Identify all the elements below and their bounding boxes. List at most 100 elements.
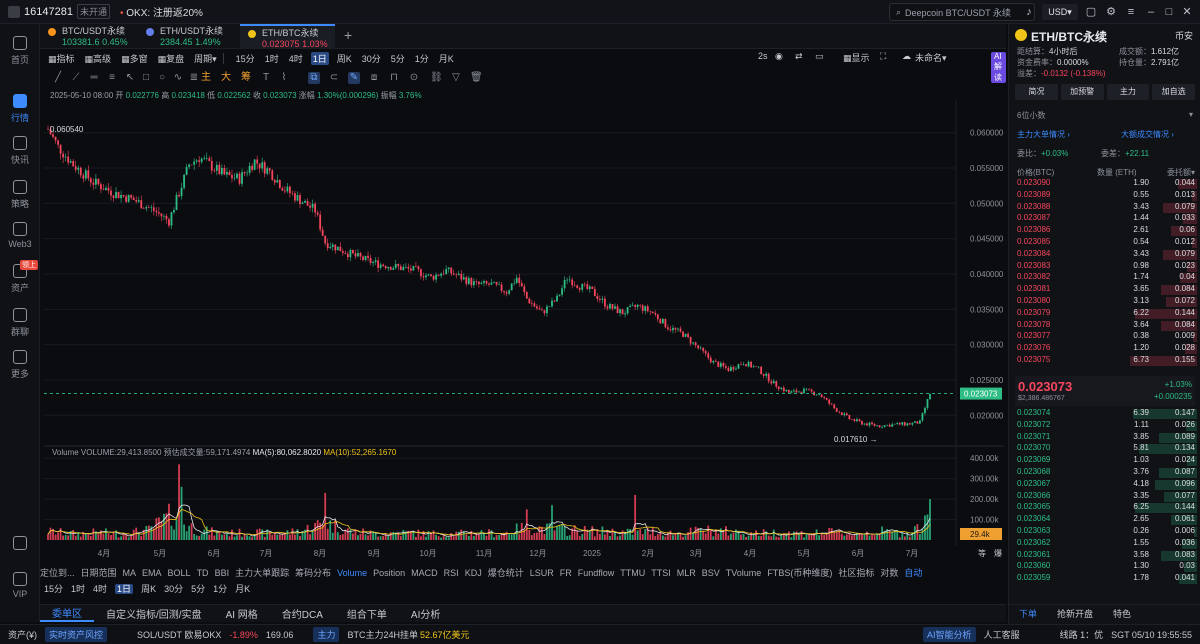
nav-item-5[interactable]: 资产 领上	[0, 260, 40, 294]
add-alert-button[interactable]: 加预警	[1060, 84, 1104, 100]
indicator-item-12[interactable]: RSI	[443, 568, 459, 578]
ruler-tool-icon[interactable]: ⧈	[370, 72, 378, 83]
indicator-item-14[interactable]: 爆仓统计	[487, 568, 524, 578]
risk-button[interactable]: 实时资产风控	[45, 627, 108, 642]
indicator-item-0[interactable]: 定位到...	[40, 568, 75, 578]
account-area[interactable]: 16147281 未开通	[0, 4, 110, 19]
eye-tool-icon[interactable]: ⊙	[409, 72, 419, 83]
indicator-button[interactable]: ▦指标	[46, 52, 77, 65]
orderbook-row[interactable]: 0.023066 3.35 0.077	[1017, 491, 1197, 503]
orderbook-row[interactable]: 0.023084 3.43 0.079	[1017, 249, 1197, 261]
ellipse-tool-icon[interactable]: ○	[158, 72, 166, 83]
search-input[interactable]: ⌕ Deepcoin BTC/USDT 永续	[889, 3, 1035, 21]
camera-icon[interactable]: ◉	[775, 51, 783, 61]
axis-equal-button[interactable]: 等	[978, 548, 986, 558]
orderbook-row[interactable]: 0.023065 6.25 0.144	[1017, 502, 1197, 514]
bottom-interval-8[interactable]: 月K	[235, 584, 251, 594]
orderbook-row[interactable]: 0.023062 1.55 0.036	[1017, 538, 1197, 550]
orderbook-row[interactable]: 0.023080 3.13 0.072	[1017, 296, 1197, 308]
orderbook-row[interactable]: 0.023083 0.98 0.023	[1017, 261, 1197, 273]
indicator-item-17[interactable]: Fundflow	[577, 568, 615, 578]
indicator-item-2[interactable]: MA	[122, 568, 137, 578]
interval-30m[interactable]: 30分	[361, 53, 381, 64]
window-icon[interactable]: ▭	[815, 51, 824, 61]
nav-item-2[interactable]: 快讯	[0, 136, 40, 166]
chip-tool-icon[interactable]: 筹	[241, 72, 251, 83]
arrow-tool-icon[interactable]: ↖	[125, 72, 135, 83]
orderbook-row[interactable]: 0.023088 3.43 0.079	[1017, 202, 1197, 214]
price-chart[interactable]: 0.060000 0.055000 0.050000 0.045000 0.040000…	[44, 100, 1004, 564]
interval-month[interactable]: 月K	[438, 53, 454, 64]
decimals-select[interactable]: 6位小数 ▾	[1017, 110, 1193, 120]
avatar[interactable]	[8, 5, 20, 18]
ray-tool-icon[interactable]: ⟋	[72, 72, 80, 83]
orderbook-row[interactable]: 0.023059 1.78 0.041	[1017, 573, 1197, 585]
bottom-interval-6[interactable]: 5分	[191, 584, 206, 594]
bell-icon[interactable]: ♪	[1026, 6, 1032, 18]
fib-tool-icon[interactable]: ≣	[189, 72, 199, 83]
bottom-tab-3[interactable]: 合约DCA	[281, 610, 323, 621]
interval-1m[interactable]: 1分	[414, 53, 429, 64]
orderbook-row[interactable]: 0.023089 0.55 0.013	[1017, 190, 1197, 202]
display-button[interactable]: ▦显示	[843, 53, 870, 63]
indicator-item-9[interactable]: Volume	[337, 568, 368, 578]
refresh-rate[interactable]: 2s	[758, 51, 768, 61]
rect-tool-icon[interactable]: □	[142, 72, 150, 83]
orderbook-row[interactable]: 0.023075 6.73 0.155	[1017, 355, 1197, 367]
close-icon[interactable]: ✕	[1182, 6, 1192, 18]
hline-tool-icon[interactable]: ═	[90, 72, 98, 83]
nav-item-0[interactable]: 首页	[0, 36, 40, 66]
orderbook-row[interactable]: 0.023078 3.64 0.084	[1017, 320, 1197, 332]
big-trades-link[interactable]: 大额成交情况 ›	[1121, 130, 1174, 139]
indicator-item-15[interactable]: LSUR	[529, 568, 554, 578]
indicator-item-5[interactable]: TD	[196, 568, 209, 578]
nav-item-8[interactable]: VIP	[0, 572, 40, 599]
asset-label[interactable]: 资产(¥)	[8, 630, 37, 640]
orderbook-row[interactable]: 0.023068 3.76 0.087	[1017, 467, 1197, 479]
indicator-item-18[interactable]: TTMU	[620, 568, 646, 578]
right-bottom-tab-2[interactable]: 特色	[1113, 609, 1132, 619]
fullscreen-icon[interactable]: ⛶	[880, 51, 887, 61]
advanced-button[interactable]: ▦高级	[83, 52, 114, 65]
indicator-item-7[interactable]: 主力大单跟踪	[235, 568, 290, 578]
indicator-item-22[interactable]: TVolume	[725, 568, 762, 578]
indicator-item-11[interactable]: MACD	[411, 568, 438, 578]
bottom-tab-4[interactable]: 组合下单	[346, 610, 387, 621]
indicator-item-21[interactable]: BSV	[701, 568, 720, 578]
orderbook-row[interactable]: 0.023087 1.44 0.033	[1017, 213, 1197, 225]
add-watchlist-button[interactable]: 加自选	[1152, 84, 1195, 100]
ai-analysis-button[interactable]: AI智能分析	[923, 627, 976, 642]
copy-tool-icon[interactable]: ⧉	[308, 72, 320, 84]
account-id[interactable]: 16147281	[24, 5, 73, 18]
orderbook-row[interactable]: 0.023061 3.58 0.083	[1017, 550, 1197, 562]
channel-tool-icon[interactable]: ≡	[109, 72, 115, 83]
bottom-tab-0[interactable]: 委单区	[40, 605, 94, 622]
right-bottom-tab-0[interactable]: 下单	[1019, 609, 1038, 619]
brush-tool-icon[interactable]: ✎	[348, 72, 360, 84]
orderbook-row[interactable]: 0.023090 1.90 0.044	[1017, 178, 1197, 190]
layout-icon[interactable]: ▢	[1085, 6, 1097, 18]
nav-item-7[interactable]: 更多	[0, 350, 40, 380]
interval-1h[interactable]: 1时	[264, 53, 279, 64]
link-tool-icon[interactable]: ⛓	[430, 72, 443, 83]
bottom-interval-1[interactable]: 1时	[71, 584, 86, 594]
bottom-interval-5[interactable]: 30分	[164, 584, 184, 594]
lock-tool-icon[interactable]: ⊓	[390, 72, 398, 83]
multi-window-button[interactable]: ▦多窗	[119, 52, 150, 65]
orderbook-row[interactable]: 0.023064 2.65 0.061	[1017, 514, 1197, 526]
maximize-icon[interactable]: □	[1165, 6, 1173, 18]
currency-select[interactable]: USD ▾	[1042, 4, 1078, 20]
trash-icon[interactable]: 🗑	[470, 72, 483, 83]
axis-burst-button[interactable]: 爆	[994, 548, 1002, 558]
add-tab-icon[interactable]: +	[344, 27, 353, 43]
orderbook-row[interactable]: 0.023070 5.81 0.134	[1017, 443, 1197, 455]
replay-button[interactable]: ▦复盘	[156, 52, 187, 65]
indicator-item-3[interactable]: EMA	[142, 568, 162, 578]
orderbook-row[interactable]: 0.023085 0.54 0.012	[1017, 237, 1197, 249]
wave-tool-icon[interactable]: ⌇	[281, 72, 287, 83]
big-orders-link[interactable]: 主力大单情况 ›	[1017, 130, 1070, 139]
path-tool-icon[interactable]: ∿	[173, 72, 183, 83]
orderbook-row[interactable]: 0.023079 6.22 0.144	[1017, 308, 1197, 320]
line-status[interactable]: 线路 1：优	[1059, 630, 1104, 640]
right-bottom-tab-1[interactable]: 抢新开盘	[1057, 609, 1094, 619]
